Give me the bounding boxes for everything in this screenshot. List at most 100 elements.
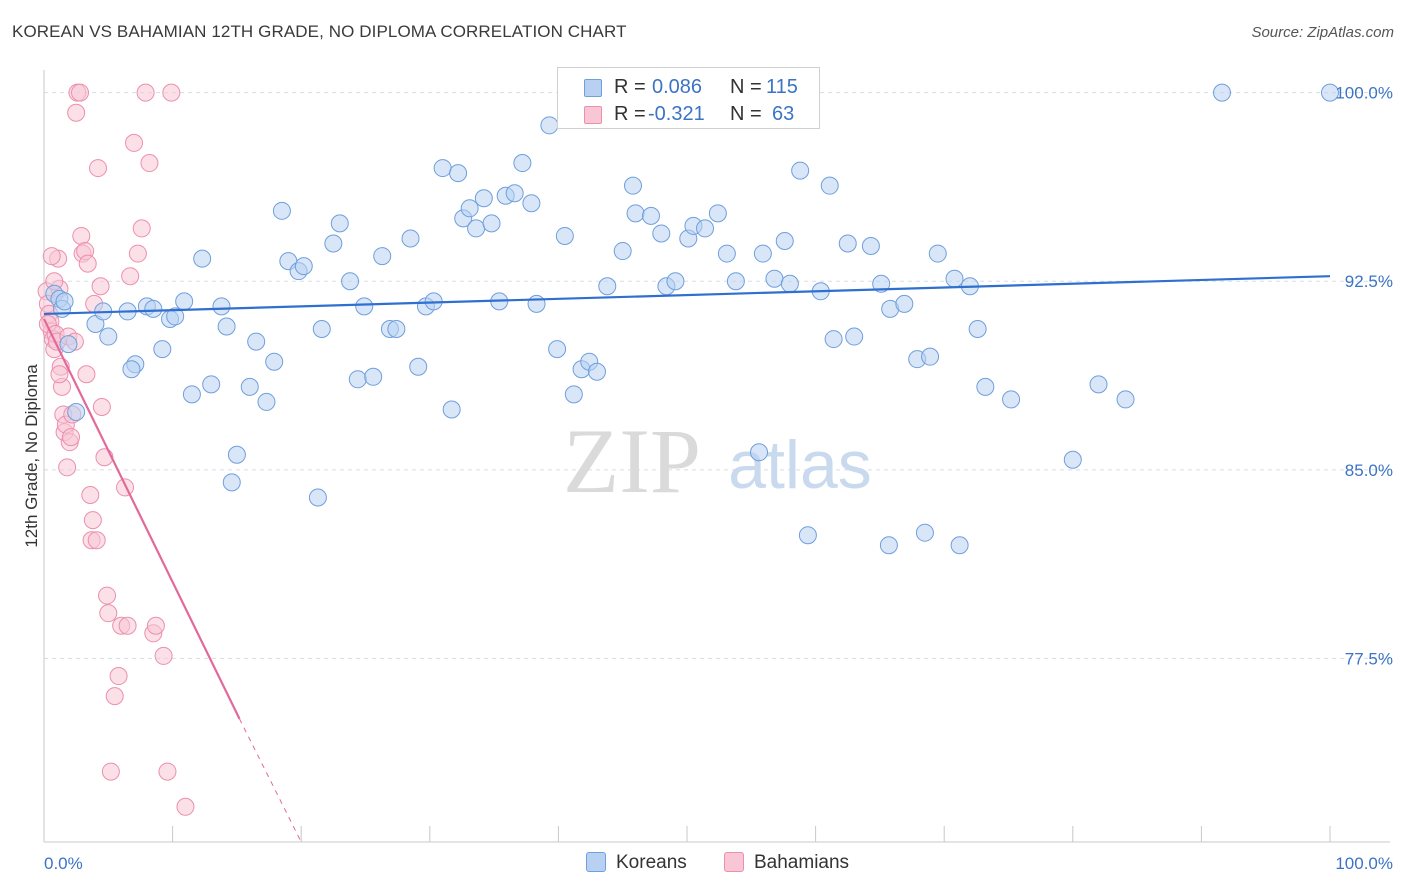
grid: [44, 92, 1390, 659]
bahamians-point: [105, 687, 124, 706]
koreans-point: [708, 204, 727, 223]
legend-item-bahamians[interactable]: Bahamians: [724, 852, 849, 874]
chart-title: KOREAN VS BAHAMIAN 12TH GRADE, NO DIPLOM…: [12, 22, 627, 41]
watermark-atlas: atlas: [728, 427, 872, 503]
koreans-point: [401, 229, 420, 248]
bahamians-point: [89, 159, 108, 178]
bahamians-point: [158, 762, 177, 781]
koreans-point: [144, 299, 163, 318]
koreans-point: [355, 297, 374, 316]
koreans-point: [449, 164, 468, 183]
axis-labels: 77.5% 85.0% 92.5% 100.0% 0.0% 100.0% 12th Grad…: [22, 84, 1393, 873]
koreans-legend-swatch: [586, 852, 606, 872]
koreans-point: [257, 392, 276, 411]
koreans-point: [564, 385, 583, 404]
koreans-swatch: [584, 79, 602, 97]
n-label: N =: [730, 103, 762, 125]
y-tick-label: 85.0%: [1345, 461, 1393, 480]
koreans-point: [265, 352, 284, 371]
koreans-point: [522, 194, 541, 213]
bahamians-point: [99, 604, 118, 623]
koreans-point: [1063, 450, 1082, 469]
koreans-point: [467, 219, 486, 238]
koreans-trend-line: [43, 275, 1331, 316]
koreans-point: [166, 307, 185, 326]
bahamians-point: [162, 83, 181, 102]
koreans-point: [824, 330, 843, 349]
koreans-point: [330, 214, 349, 233]
series-legend: Koreans Bahamians: [0, 850, 1406, 880]
koreans-point: [175, 292, 194, 311]
x-tick-label: 100.0%: [1335, 854, 1393, 873]
y-tick-label: 77.5%: [1345, 649, 1393, 668]
bahamians-point: [50, 365, 69, 384]
n-label: N =: [730, 76, 762, 98]
legend-item-koreans[interactable]: Koreans: [586, 852, 687, 874]
koreans-point: [308, 488, 327, 507]
koreans-point: [294, 257, 313, 276]
bahamians-point: [116, 478, 135, 497]
koreans-point: [838, 234, 857, 253]
koreans-point: [968, 320, 987, 339]
bahamians-point: [121, 267, 140, 286]
koreans-point: [474, 189, 493, 208]
koreans-point: [613, 242, 632, 261]
koreans-point: [1116, 390, 1135, 409]
bahamians-point: [72, 226, 91, 245]
koreans-point: [641, 206, 660, 225]
koreans-point: [202, 375, 221, 394]
koreans-point: [945, 269, 964, 288]
koreans-point: [1002, 390, 1021, 409]
koreans-point: [99, 327, 118, 346]
koreans-point: [527, 294, 546, 313]
trend-lines: [43, 275, 1331, 843]
koreans-point: [872, 274, 891, 293]
bahamians-point: [118, 616, 137, 635]
koreans-point: [623, 176, 642, 195]
koreans-point: [652, 224, 671, 243]
koreans-point: [921, 347, 940, 366]
koreans-point: [696, 219, 715, 238]
bahamians-point: [92, 397, 111, 416]
koreans-point: [928, 244, 947, 263]
x-tick-label: 0.0%: [44, 854, 83, 873]
koreans-point: [193, 249, 212, 268]
koreans-point: [505, 184, 524, 203]
koreans-point: [153, 340, 172, 359]
bahamians-point: [81, 485, 100, 504]
koreans-point: [820, 176, 839, 195]
koreans-point: [324, 234, 343, 253]
bahamians-point: [125, 133, 144, 152]
koreans-point: [540, 116, 559, 135]
bahamians-point: [101, 762, 120, 781]
koreans-point: [555, 226, 574, 245]
koreans-point: [895, 294, 914, 313]
koreans-point: [750, 443, 769, 462]
koreans-point: [460, 199, 479, 218]
bahamians-point: [67, 103, 86, 122]
koreans-point: [482, 214, 501, 233]
bahamians-point: [176, 797, 195, 816]
koreans-point: [1321, 83, 1339, 102]
koreans-point: [861, 237, 880, 256]
koreans-point: [348, 370, 367, 389]
bahamians-point: [87, 531, 106, 550]
koreans-point: [59, 335, 78, 354]
koreans-point: [240, 377, 259, 396]
koreans-point: [272, 201, 291, 220]
koreans-point: [798, 526, 817, 545]
bahamians-legend-swatch: [724, 852, 744, 872]
koreans-point: [364, 367, 383, 386]
bahamians-point: [154, 646, 173, 665]
r-label: R =: [614, 76, 646, 98]
bahamians-point: [78, 254, 97, 273]
koreans-point: [587, 362, 606, 381]
koreans-point: [915, 523, 934, 542]
bahamians-point: [98, 586, 117, 605]
koreans-point: [548, 340, 567, 359]
source-credit: Source: ZipAtlas.com: [1251, 24, 1394, 41]
series-bahamians: [37, 83, 195, 816]
stats-row-koreans: R = 0.086 N = 115: [558, 74, 819, 102]
koreans-point: [67, 402, 86, 421]
